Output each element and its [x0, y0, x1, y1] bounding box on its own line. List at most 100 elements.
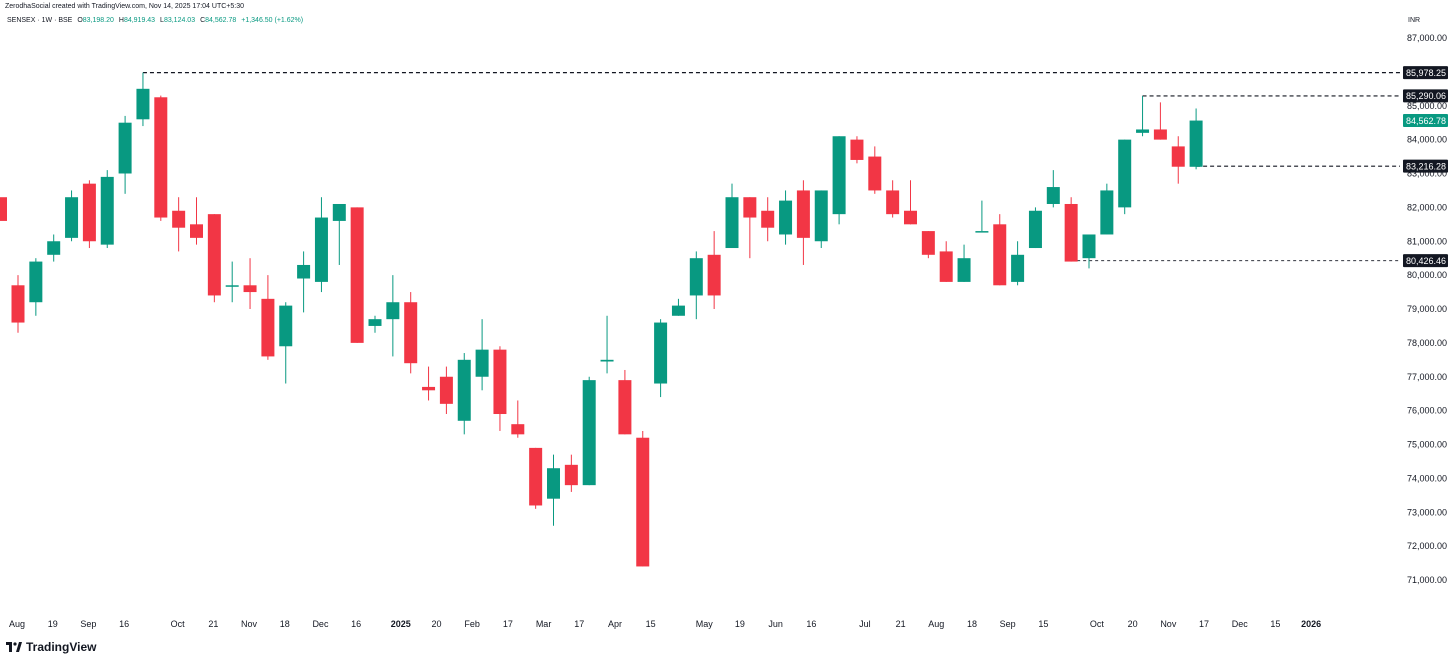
candle-body	[707, 254, 721, 296]
time-tick-label: Sep	[80, 619, 96, 629]
time-tick-label: 18	[967, 619, 977, 629]
tradingview-logo[interactable]: TradingView	[6, 640, 96, 654]
price-tick-label: 77,000.00	[1407, 372, 1447, 382]
time-tick-label: 19	[48, 619, 58, 629]
candle-body	[314, 217, 328, 282]
candle-body	[1100, 190, 1114, 235]
change-value: +1,346.50 (+1.62%)	[241, 17, 304, 24]
candle-body	[493, 349, 507, 415]
candle-body	[939, 251, 953, 282]
candle	[1153, 102, 1167, 140]
candle	[82, 180, 96, 249]
price-badge-label: 85,290.06	[1406, 91, 1446, 101]
candle	[779, 190, 793, 245]
candle	[439, 366, 453, 415]
candle-body	[11, 285, 25, 323]
price-badge	[1403, 66, 1448, 80]
candle-body	[636, 437, 650, 567]
chart-credit: ZerodhaSocial created with TradingView.c…	[5, 3, 244, 10]
time-tick-label: 15	[1270, 619, 1280, 629]
symbol-legend: SENSEX · 1W · BSE O83,198.20 H84,919.43 …	[7, 17, 303, 24]
price-badge-label: 85,978.25	[1406, 68, 1446, 78]
candle	[1136, 95, 1150, 137]
candle	[243, 258, 257, 309]
time-tick-label: Dec	[312, 619, 329, 629]
tradingview-brand: TradingView	[26, 640, 97, 654]
candle	[1011, 241, 1025, 286]
low-value: 83,124.03	[163, 17, 196, 24]
candle-body	[1118, 139, 1132, 208]
candle-body	[689, 258, 703, 296]
open-value: 83,198.20	[82, 17, 114, 24]
candle-body	[654, 322, 668, 384]
candle-body	[957, 258, 971, 282]
symbol-name[interactable]: SENSEX · 1W · BSE	[7, 17, 73, 24]
time-tick-label: 16	[806, 619, 816, 629]
price-tick-label: 87,000.00	[1407, 33, 1447, 43]
time-tick-label: 20	[1128, 619, 1138, 629]
candle	[1028, 207, 1042, 249]
price-badge-label: 84,562.78	[1406, 116, 1446, 126]
candle-body	[261, 298, 275, 357]
candle-body	[297, 264, 311, 279]
candle	[207, 214, 221, 303]
candle	[314, 197, 328, 293]
candle	[1118, 139, 1132, 215]
open-label: O	[77, 17, 83, 24]
candle-body	[154, 97, 168, 218]
candle-body	[921, 231, 935, 255]
candle-body	[904, 210, 917, 225]
candle	[136, 72, 150, 127]
price-tick-label: 78,000.00	[1407, 338, 1447, 348]
time-tick-label: 21	[208, 619, 218, 629]
time-tick-label: Oct	[1090, 619, 1105, 629]
candle-body	[475, 349, 489, 377]
time-tick-label: 2026	[1301, 619, 1321, 629]
low-label: L	[160, 17, 164, 24]
candle-body	[386, 302, 400, 320]
candle	[404, 292, 418, 374]
time-tick-label: Mar	[536, 619, 552, 629]
time-tick-label: 16	[351, 619, 361, 629]
candle	[886, 180, 900, 218]
time-tick-label: 16	[119, 619, 129, 629]
candle-body	[850, 139, 864, 160]
candle-body	[332, 203, 346, 221]
time-tick-label: Dec	[1232, 619, 1249, 629]
price-badge	[1403, 114, 1448, 128]
candle-body	[1046, 187, 1060, 204]
candle-body	[368, 319, 382, 326]
candle	[600, 315, 614, 374]
candle	[654, 319, 668, 398]
time-axis[interactable]: Aug 19 Sep 16 Oct 21 Nov 18 Dec 16 2025 20 Feb 17 Mar 1…	[9, 619, 1321, 629]
time-tick-label: 20	[431, 619, 441, 629]
currency-label[interactable]: INR	[1408, 17, 1421, 24]
candle-body	[814, 190, 828, 242]
candle-body	[1153, 129, 1167, 140]
candle	[582, 376, 596, 486]
candle	[172, 197, 186, 252]
time-tick-label: Jul	[859, 619, 871, 629]
candle	[47, 234, 61, 262]
candle	[457, 353, 471, 435]
candle	[100, 170, 114, 249]
candle	[939, 241, 953, 282]
time-tick-label: Feb	[464, 619, 480, 629]
time-tick-label: Oct	[171, 619, 186, 629]
price-badge	[1403, 89, 1448, 103]
candle-body	[886, 190, 900, 215]
candle	[529, 447, 543, 509]
candle-body	[422, 386, 436, 391]
candle	[957, 244, 971, 282]
time-tick-label: 15	[646, 619, 656, 629]
time-tick-label: 19	[735, 619, 745, 629]
candle-body	[172, 210, 186, 228]
candle	[564, 454, 578, 492]
price-tick-label: 84,000.00	[1407, 135, 1447, 145]
price-tick-label: 73,000.00	[1407, 507, 1447, 517]
time-tick-label: Aug	[9, 619, 25, 629]
candle-body	[1189, 120, 1203, 167]
time-tick-label: 17	[574, 619, 584, 629]
candle-body	[975, 231, 989, 233]
